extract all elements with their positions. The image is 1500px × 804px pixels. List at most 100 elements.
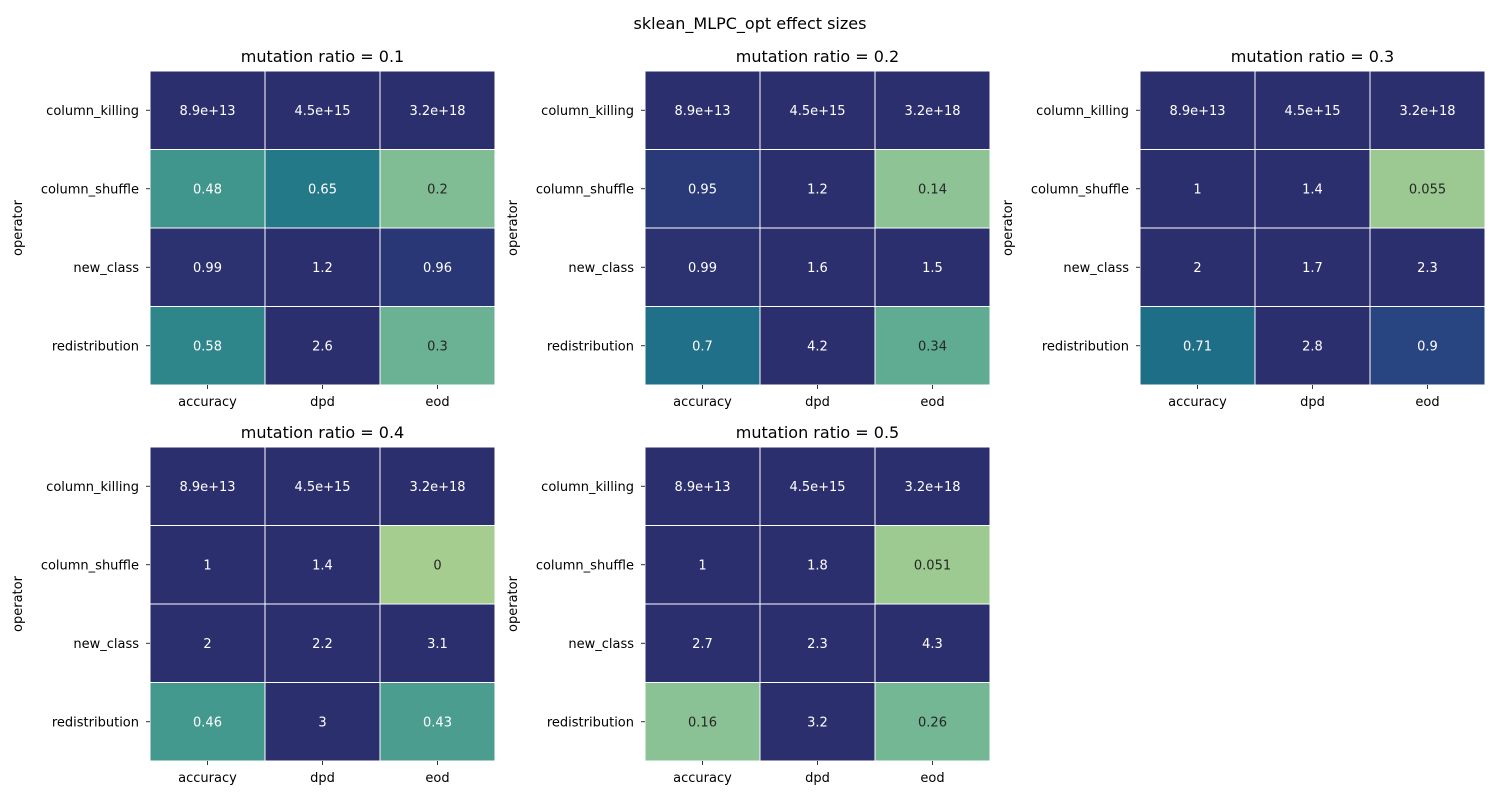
y-tick-label: column_killing — [46, 104, 139, 119]
cell-value-label: 8.9e+13 — [1169, 104, 1225, 119]
x-tick-label: accuracy — [673, 395, 732, 410]
cell-value-label: 0.58 — [193, 339, 222, 354]
cell-value-label: 2.6 — [312, 339, 333, 354]
y-tick-label: redistribution — [1042, 339, 1129, 354]
cell-value-label: 2 — [1193, 261, 1201, 276]
cell-value-label: 1.2 — [807, 182, 828, 197]
cell-value-label: 4.5e+15 — [294, 104, 350, 119]
x-tick-label: eod — [425, 771, 449, 786]
cell-value-label: 3.2e+18 — [904, 480, 960, 495]
cell-value-label: 0.46 — [193, 715, 222, 730]
cell-value-label: 0.051 — [914, 558, 951, 573]
heatmap-cell — [759, 306, 876, 386]
cell-value-label: 0.9 — [1417, 339, 1438, 354]
cell-value-label: 4.3 — [922, 637, 943, 652]
heatmap-cell — [644, 306, 761, 386]
cell-value-label: 1 — [1193, 182, 1201, 197]
cell-value-label: 3.2e+18 — [409, 104, 465, 119]
heatmap-cell — [874, 603, 991, 683]
heatmap-cell — [264, 603, 381, 683]
cell-value-label: 8.9e+13 — [674, 104, 730, 119]
heatmap-cell — [759, 682, 876, 762]
x-tick-label: dpd — [805, 771, 830, 786]
heatmap-cell — [759, 227, 876, 307]
heatmap-cell — [644, 682, 761, 762]
heatmap-cell — [264, 70, 381, 150]
cell-value-label: 0.7 — [692, 339, 713, 354]
cell-value-label: 3.2e+18 — [1399, 104, 1455, 119]
panel-title: mutation ratio = 0.3 — [1231, 47, 1394, 66]
cell-value-label: 0.16 — [688, 715, 717, 730]
heatmap-cell — [759, 525, 876, 605]
cell-value-label: 1.4 — [1302, 182, 1323, 197]
y-tick-label: column_killing — [46, 480, 139, 495]
cell-value-label: 3.2e+18 — [904, 104, 960, 119]
y-tick-label: redistribution — [547, 715, 634, 730]
heatmap-cell — [874, 149, 991, 229]
heatmap-cell — [149, 525, 266, 605]
cell-value-label: 0.99 — [193, 261, 222, 276]
heatmap-cell — [759, 446, 876, 526]
cell-value-label: 2.3 — [807, 637, 828, 652]
cell-value-label: 0.43 — [423, 715, 452, 730]
cell-value-label: 0.95 — [688, 182, 717, 197]
y-tick-label: column_killing — [541, 104, 634, 119]
heatmap-cell — [874, 227, 991, 307]
heatmap-cell — [1369, 70, 1486, 150]
heatmap-cell — [379, 149, 496, 229]
y-tick-label: column_killing — [541, 480, 634, 495]
x-tick-label: dpd — [1300, 395, 1325, 410]
cell-value-label: 3.2 — [807, 715, 828, 730]
cell-value-label: 0.34 — [918, 339, 947, 354]
heatmap-cell — [1369, 227, 1486, 307]
cell-value-label: 2 — [203, 637, 211, 652]
heatmap-cell — [1254, 70, 1371, 150]
cell-value-label: 4.5e+15 — [789, 104, 845, 119]
x-tick-label: accuracy — [178, 771, 237, 786]
heatmap-cell — [874, 306, 991, 386]
y-axis-label: operator — [1001, 199, 1016, 256]
heatmap-cell — [264, 525, 381, 605]
cell-value-label: 0.14 — [918, 182, 947, 197]
heatmap-cell — [644, 446, 761, 526]
cell-value-label: 4.5e+15 — [294, 480, 350, 495]
y-tick-label: new_class — [568, 261, 634, 276]
y-axis-label: operator — [506, 199, 521, 256]
y-tick-label: new_class — [73, 261, 139, 276]
cell-value-label: 1.7 — [1302, 261, 1323, 276]
heatmap-cell — [1254, 306, 1371, 386]
heatmap-panel: mutation ratio = 0.2 8.9e+13 4.5e+15 3.2e+1… — [506, 47, 991, 410]
cell-value-label: 2.8 — [1302, 339, 1323, 354]
heatmap-cell — [1254, 227, 1371, 307]
cell-value-label: 1 — [698, 558, 706, 573]
y-tick-label: new_class — [568, 637, 634, 652]
cell-value-label: 0.99 — [688, 261, 717, 276]
heatmap-cell — [379, 525, 496, 605]
cell-value-label: 2.3 — [1417, 261, 1438, 276]
cell-value-label: 0.48 — [193, 182, 222, 197]
heatmap-panel: mutation ratio = 0.4 8.9e+13 4.5e+15 3.2e+1… — [11, 423, 496, 786]
cell-value-label: 0.65 — [308, 182, 337, 197]
heatmap-cell — [149, 306, 266, 386]
cell-value-label: 1.5 — [922, 261, 943, 276]
cell-value-label: 4.5e+15 — [789, 480, 845, 495]
cell-value-label: 3.1 — [427, 637, 448, 652]
cell-value-label: 0.055 — [1409, 182, 1446, 197]
x-tick-label: accuracy — [178, 395, 237, 410]
heatmap-panel: mutation ratio = 0.3 8.9e+13 4.5e+15 3.2e+1… — [1001, 47, 1486, 410]
heatmap-cell — [644, 149, 761, 229]
heatmap-cell — [1139, 70, 1256, 150]
y-tick-label: new_class — [1063, 261, 1129, 276]
cell-value-label: 8.9e+13 — [179, 480, 235, 495]
cell-value-label: 4.2 — [807, 339, 828, 354]
x-tick-label: accuracy — [1168, 395, 1227, 410]
cell-value-label: 2.2 — [312, 637, 333, 652]
panel-title: mutation ratio = 0.1 — [241, 47, 404, 66]
heatmap-cell — [644, 70, 761, 150]
y-tick-label: redistribution — [52, 715, 139, 730]
heatmap-cell — [379, 682, 496, 762]
y-axis-label: operator — [11, 199, 26, 256]
cell-value-label: 0.3 — [427, 339, 448, 354]
cell-value-label: 1.8 — [807, 558, 828, 573]
